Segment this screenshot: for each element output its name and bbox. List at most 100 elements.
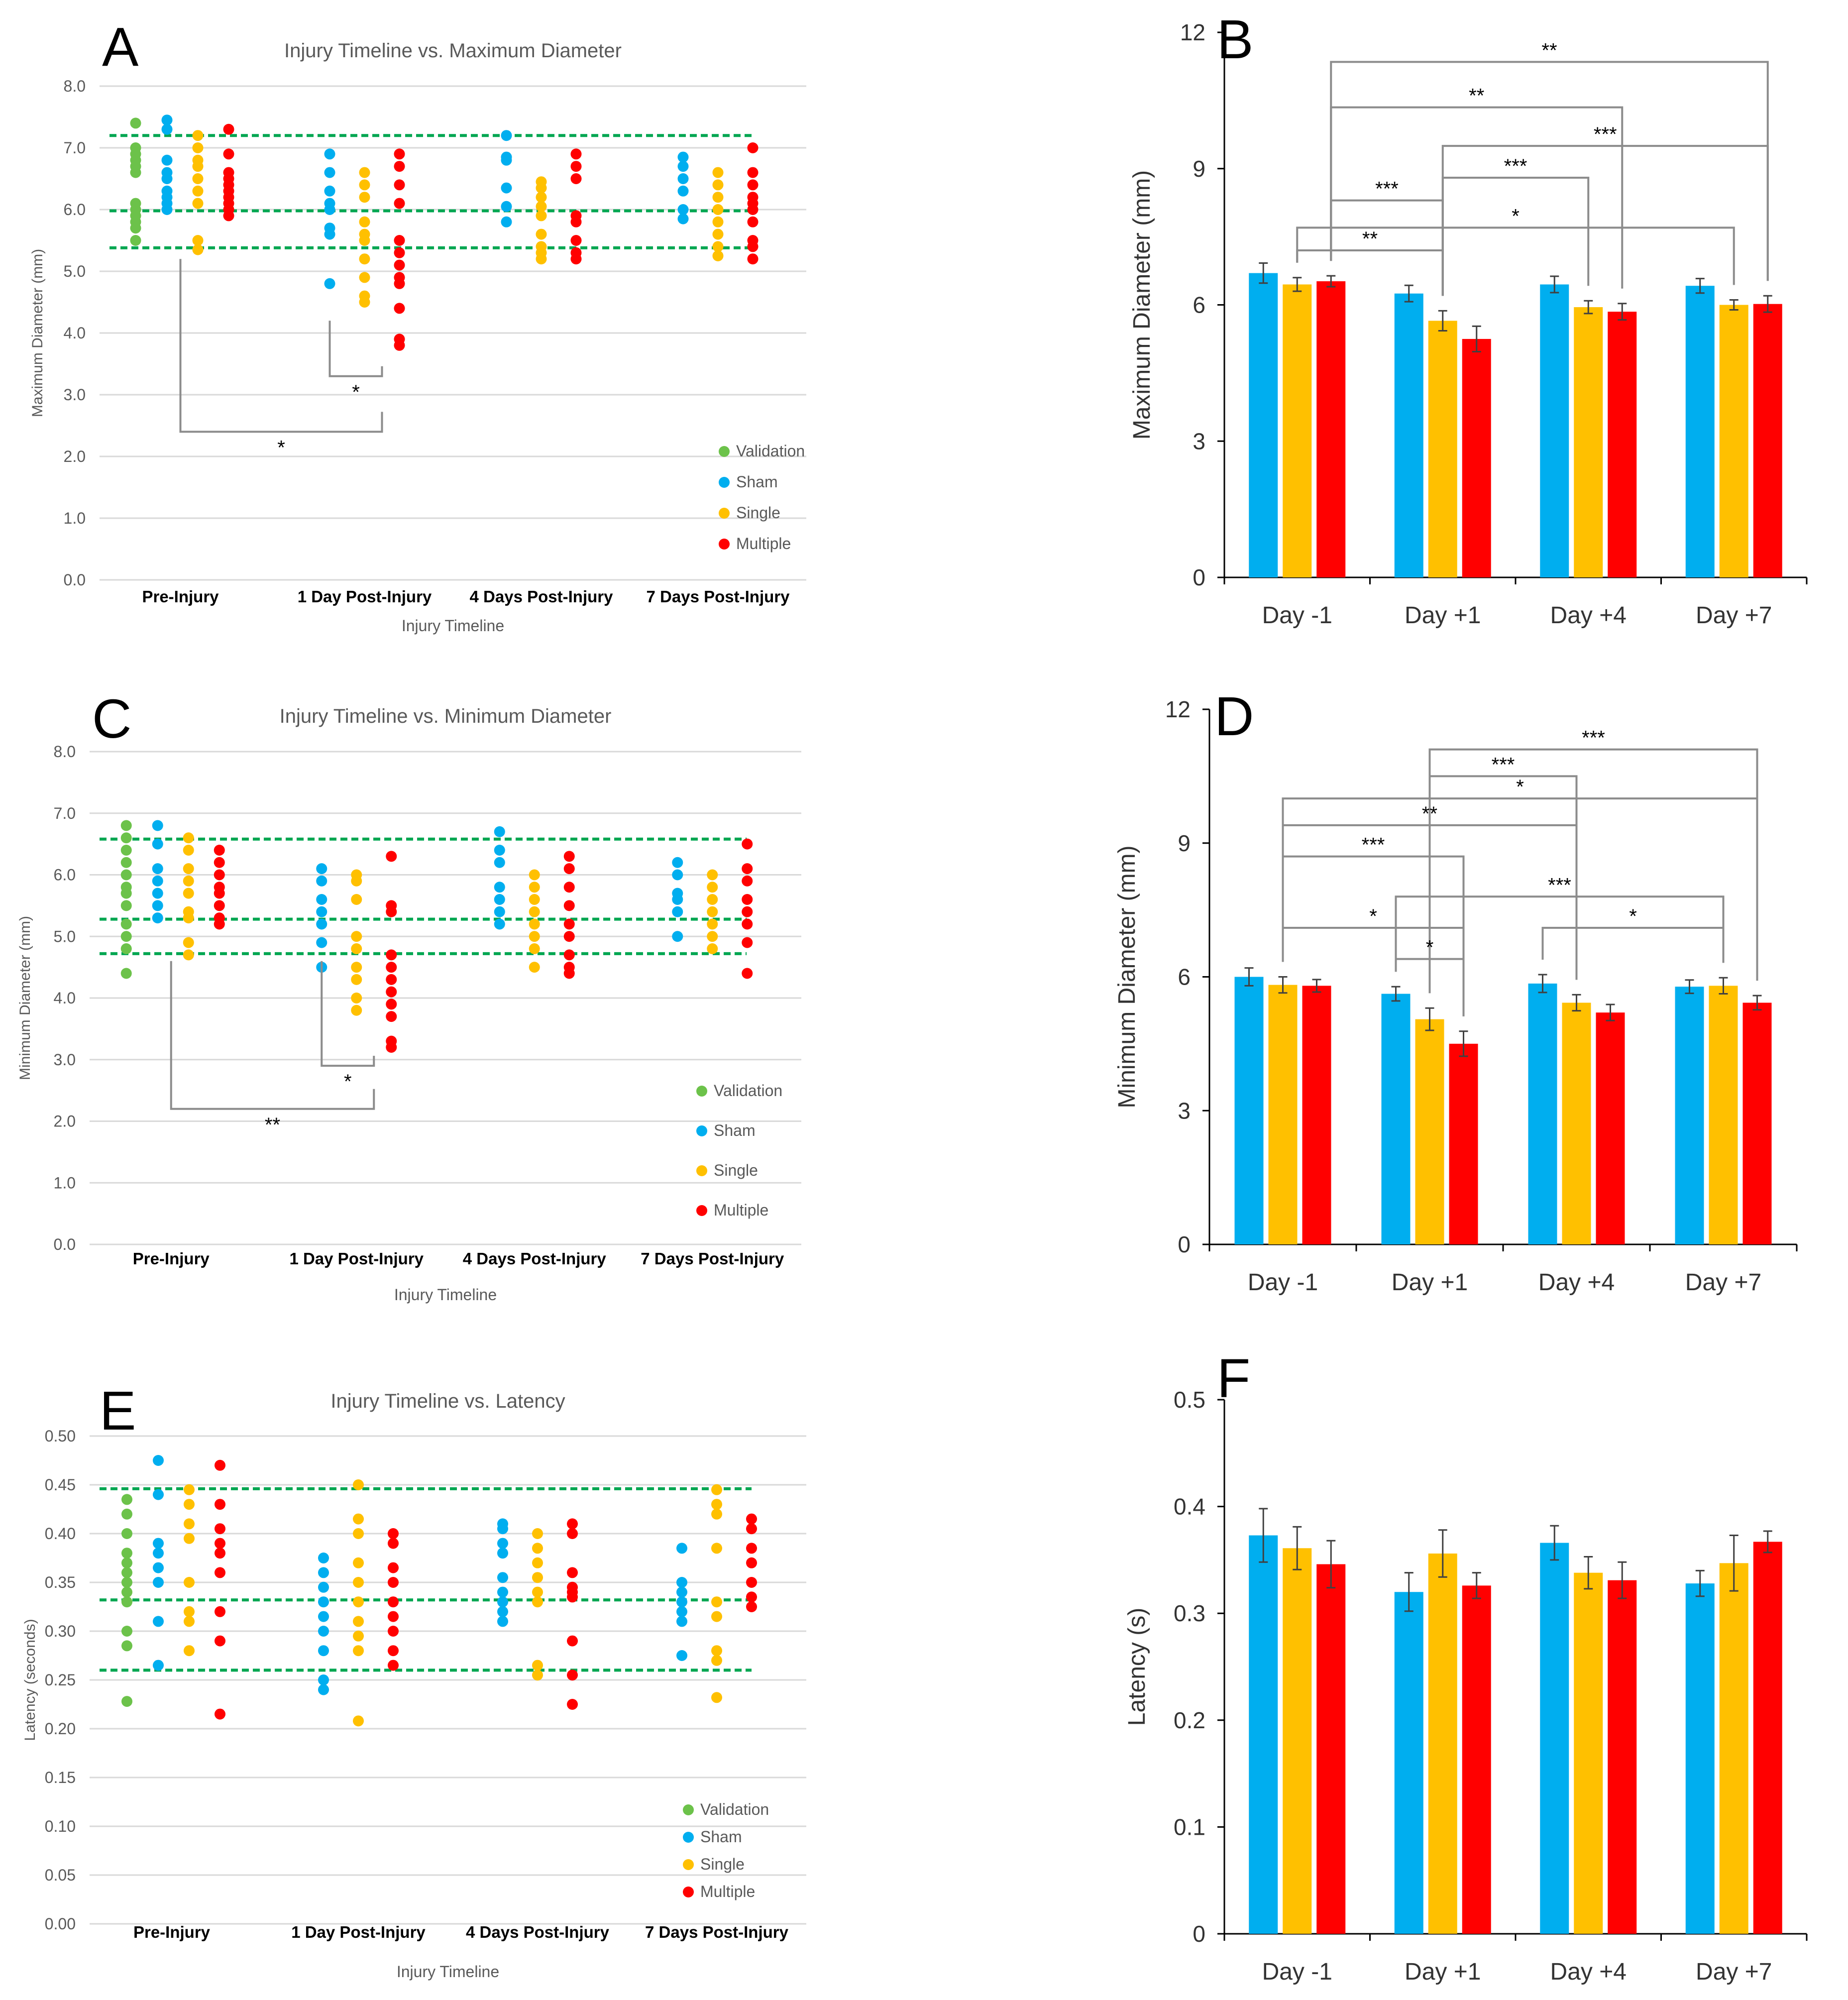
y-tick-label: 0.40 [45, 1525, 76, 1543]
data-point-sham [497, 1523, 508, 1535]
significance-label: *** [1504, 155, 1527, 177]
significance-label: ** [1541, 39, 1557, 61]
data-point-single [712, 167, 724, 178]
data-point-sham [153, 1489, 164, 1500]
data-point-multiple [215, 1548, 225, 1559]
bar-multiple [1608, 1580, 1637, 1934]
data-point-validation [121, 1696, 132, 1707]
data-point-single [184, 1616, 195, 1627]
data-point-sham [153, 1562, 164, 1573]
data-point-single [184, 1484, 195, 1495]
data-point-single [707, 894, 718, 905]
data-point-multiple [394, 339, 405, 351]
data-point-sham [324, 185, 335, 197]
legend-marker-single [719, 508, 730, 519]
data-point-single [353, 1528, 364, 1539]
significance-label: * [344, 1071, 352, 1093]
data-point-sham [497, 1572, 508, 1583]
data-point-validation [121, 1640, 132, 1652]
x-category-label: Day +4 [1550, 1959, 1627, 1985]
data-point-sham [316, 875, 327, 887]
significance-label: *** [1594, 123, 1617, 145]
y-tick-label: 9 [1178, 830, 1191, 856]
data-point-sham [318, 1596, 329, 1608]
y-tick-label: 6 [1178, 964, 1191, 990]
data-point-multiple [563, 900, 575, 911]
x-axis-label: Injury Timeline [402, 617, 504, 635]
data-point-multiple [215, 1708, 225, 1720]
data-point-single [529, 931, 540, 942]
bar-sham [1394, 293, 1423, 577]
data-point-sham [494, 906, 505, 917]
data-point-single [184, 1533, 195, 1544]
data-point-sham [152, 838, 163, 850]
significance-label: * [1512, 205, 1520, 227]
data-point-multiple [214, 845, 225, 856]
chart-a-max-diameter-scatter: 0.0 1.0 2.0 3.0 4.0 5.0 6.0 7.0 8.0 Injury Timeli… [29, 40, 806, 635]
bar-single [1719, 1563, 1748, 1934]
data-point-single [353, 1479, 364, 1490]
data-point-validation [121, 1494, 132, 1505]
bar-single [1415, 1019, 1444, 1244]
legend-label-single: Single [736, 504, 780, 522]
legend-marker-single [683, 1859, 694, 1870]
x-category-label: Day +1 [1405, 602, 1481, 629]
data-point-multiple [394, 247, 405, 258]
data-point-multiple [747, 216, 759, 227]
y-tick-label: 3 [1193, 428, 1205, 454]
data-point-single [183, 875, 194, 887]
data-point-single [536, 201, 547, 212]
bar-multiple [1596, 1012, 1625, 1244]
data-point-single [184, 1577, 195, 1588]
data-point-sham [494, 882, 505, 893]
y-tick-label: 0.2 [1174, 1707, 1205, 1733]
data-point-multiple [746, 1577, 757, 1588]
data-point-sham [672, 906, 683, 917]
legend-label-single: Single [714, 1161, 758, 1179]
data-point-multiple [570, 235, 582, 246]
data-point-sham [152, 875, 163, 887]
data-point-sham [152, 900, 163, 911]
data-point-single [529, 894, 540, 905]
legend-label-validation: Validation [700, 1800, 769, 1818]
y-tick-label: 9 [1193, 156, 1205, 182]
x-category-label: Pre-Injury [133, 1249, 210, 1268]
data-point-sham [677, 185, 689, 197]
data-point-single [192, 244, 204, 255]
data-point-sham [153, 1548, 164, 1559]
data-point-multiple [563, 863, 575, 875]
data-point-single [711, 1692, 722, 1703]
data-point-sham [676, 1616, 687, 1627]
data-point-multiple [214, 888, 225, 899]
data-point-single [529, 869, 540, 881]
bar-multiple [1462, 338, 1491, 577]
data-point-single [707, 882, 718, 893]
significance-bracket [1296, 249, 1444, 296]
data-point-sham [672, 931, 683, 942]
panel-letter-e: E [100, 1380, 136, 1442]
bar-single [1283, 1548, 1312, 1934]
chart-d-min-diameter-bars: 0 3 6 9 12 Day -1 Day +1 Day +4 Day +7 Minimum Di… [1114, 696, 1798, 1296]
data-point-multiple [215, 1499, 225, 1510]
data-point-validation [120, 943, 132, 954]
chart-title: Injury Timeline vs. Maximum Diameter [284, 40, 622, 62]
data-point-multiple [747, 204, 759, 215]
data-point-sham [676, 1543, 687, 1554]
data-point-multiple [386, 949, 397, 961]
data-point-multiple [567, 1669, 578, 1681]
data-point-single [532, 1528, 543, 1539]
data-point-sham [324, 167, 335, 178]
data-point-sham [153, 1616, 164, 1627]
data-point-sham [318, 1581, 329, 1593]
data-point-multiple [570, 161, 582, 172]
bar-single [1268, 985, 1298, 1244]
data-point-sham [501, 182, 512, 194]
data-point-validation [120, 820, 132, 831]
data-point-single [711, 1645, 722, 1657]
data-point-single [712, 204, 724, 215]
data-point-single [532, 1596, 543, 1608]
data-point-multiple [746, 1601, 757, 1612]
data-point-single [192, 161, 204, 172]
data-point-single [707, 943, 718, 954]
y-tick-label: 1.0 [54, 1174, 76, 1192]
